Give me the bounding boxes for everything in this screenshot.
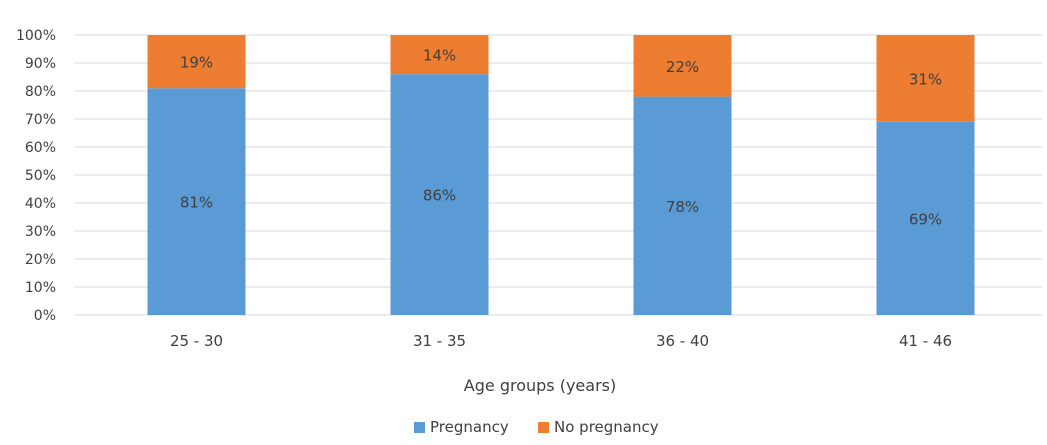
bar-no-pregnancy (147, 35, 246, 89)
legend-item-pregnancy: Pregnancy (414, 418, 509, 436)
bar-pregnancy (147, 88, 246, 315)
x-category-label: 31 - 35 (413, 332, 466, 350)
x-axis-title: Age groups (years) (464, 376, 616, 395)
legend-swatch (538, 422, 549, 433)
legend-label: No pregnancy (554, 418, 659, 436)
bar-pregnancy (633, 96, 732, 315)
legend: Pregnancy No pregnancy (414, 418, 659, 436)
bar-pregnancy (390, 74, 489, 315)
y-tick-label: 30% (25, 224, 56, 240)
y-axis-tick-labels: 0% 10% 20% 30% 40% 50% 60% 70% 80% 90% 100% (16, 28, 56, 324)
data-label: 81% (180, 194, 213, 212)
y-tick-label: 80% (25, 84, 56, 100)
y-tick-label: 10% (25, 280, 56, 296)
y-tick-label: 100% (16, 28, 56, 44)
data-label: 31% (909, 70, 942, 88)
x-category-label: 25 - 30 (170, 332, 223, 350)
y-tick-label: 40% (25, 196, 56, 212)
legend-label: Pregnancy (430, 418, 509, 436)
x-category-label: 36 - 40 (656, 332, 709, 350)
bar-no-pregnancy (390, 35, 489, 75)
data-labels: 81% 19% 86% 14% 78% 22% 69% 31% (180, 47, 942, 229)
bar-no-pregnancy (633, 35, 732, 97)
legend-item-no-pregnancy: No pregnancy (538, 418, 659, 436)
y-tick-label: 50% (25, 168, 56, 184)
data-label: 78% (666, 198, 699, 216)
data-label: 14% (423, 47, 456, 65)
data-label: 19% (180, 54, 213, 72)
legend-swatch (414, 422, 425, 433)
y-tick-label: 0% (34, 308, 56, 324)
y-tick-label: 70% (25, 112, 56, 128)
bar-no-pregnancy (876, 35, 975, 122)
y-tick-label: 20% (25, 252, 56, 268)
x-axis-category-labels: 25 - 30 31 - 35 36 - 40 41 - 46 (170, 332, 952, 350)
data-label: 69% (909, 210, 942, 228)
bar-pregnancy (876, 121, 975, 315)
bars (147, 35, 975, 315)
data-label: 86% (423, 187, 456, 205)
y-tick-label: 90% (25, 56, 56, 72)
x-category-label: 41 - 46 (899, 332, 952, 350)
data-label: 22% (666, 58, 699, 76)
y-tick-label: 60% (25, 140, 56, 156)
